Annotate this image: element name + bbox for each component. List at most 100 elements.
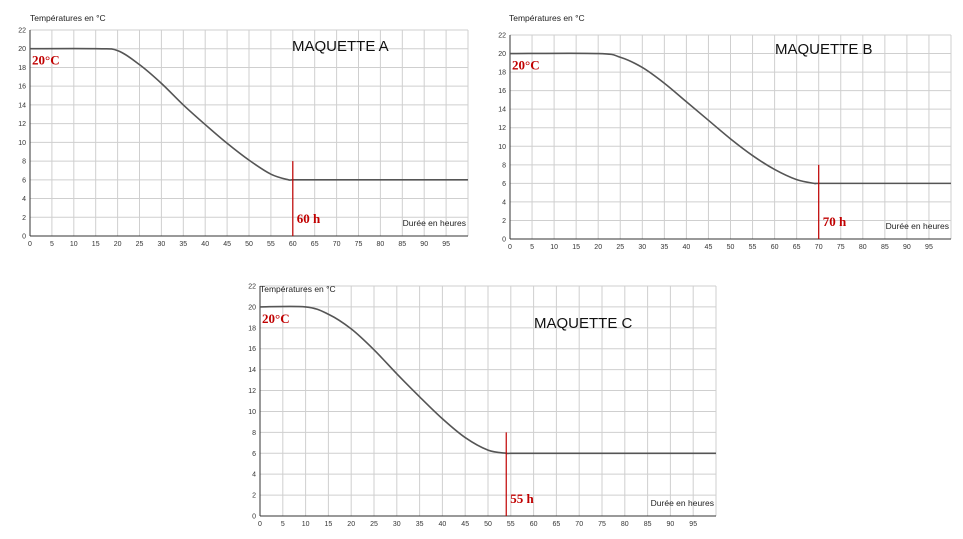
y-tick-label: 12 xyxy=(18,121,26,128)
x-tick-label: 10 xyxy=(550,244,558,251)
x-tick-label: 25 xyxy=(370,521,378,528)
y-tick-label: 22 xyxy=(248,284,256,291)
x-tick-label: 0 xyxy=(28,241,32,248)
y-tick-label: 14 xyxy=(248,367,256,374)
y-axis-title: Températures en °C xyxy=(260,284,336,294)
x-tick-label: 95 xyxy=(442,241,450,248)
chart-svg-a: 0 5 10 15 20 25 30 35 40 45 50 55 60 65 70 75 80 85 90 95 0 2… xyxy=(18,13,469,248)
y-tick-label: 20 xyxy=(18,46,26,53)
x-tick-label: 85 xyxy=(644,521,652,528)
start-temperature-label: 20°C xyxy=(512,58,540,73)
y-tick-label: 18 xyxy=(18,65,26,72)
x-tick-label: 85 xyxy=(881,244,889,251)
x-tick-label: 90 xyxy=(420,241,428,248)
y-tick-label: 0 xyxy=(252,514,256,521)
x-tick-label: 50 xyxy=(245,241,253,248)
y-tick-label: 8 xyxy=(22,159,26,166)
x-tick-label: 5 xyxy=(50,241,54,248)
chart-svg-c: 0 5 10 15 20 25 30 35 40 45 50 55 60 65 70 75 80 85 90 95 0 2… xyxy=(248,284,717,528)
x-tick-label: 0 xyxy=(258,521,262,528)
x-tick-label: 75 xyxy=(837,244,845,251)
duration-label: 60 h xyxy=(297,211,321,226)
y-tick-label: 4 xyxy=(502,199,506,206)
x-tick-label: 60 xyxy=(771,244,779,251)
x-tick-label: 40 xyxy=(201,241,209,248)
x-tick-label: 40 xyxy=(439,521,447,528)
x-tick-label: 20 xyxy=(347,521,355,528)
y-tick-label: 4 xyxy=(22,196,26,203)
x-tick-label: 75 xyxy=(355,241,363,248)
x-tick-label: 50 xyxy=(727,244,735,251)
y-tick-label: 18 xyxy=(248,325,256,332)
x-tick-label: 20 xyxy=(594,244,602,251)
x-tick-label: 15 xyxy=(325,521,333,528)
y-tick-label: 16 xyxy=(18,84,26,91)
chart-panel-b: 0 5 10 15 20 25 30 35 40 45 50 55 60 65 70 75 80 85 90 95 0 2… xyxy=(488,8,958,255)
x-tick-label: 65 xyxy=(553,521,561,528)
x-tick-label: 30 xyxy=(638,244,646,251)
y-tick-label: 22 xyxy=(498,33,506,40)
y-tick-label: 10 xyxy=(498,144,506,151)
x-tick-label: 55 xyxy=(749,244,757,251)
temperature-curve xyxy=(29,47,468,182)
x-tick-label: 15 xyxy=(572,244,580,251)
x-tick-label: 90 xyxy=(903,244,911,251)
y-tick-label: 0 xyxy=(22,234,26,241)
y-tick-label: 8 xyxy=(252,430,256,437)
x-tick-label: 30 xyxy=(393,521,401,528)
y-tick-label: 10 xyxy=(18,140,26,147)
x-tick-label: 75 xyxy=(598,521,606,528)
x-tick-label: 35 xyxy=(416,521,424,528)
chart-title: MAQUETTE A xyxy=(292,38,389,55)
duration-label: 55 h xyxy=(510,491,534,506)
y-tick-label: 22 xyxy=(18,28,26,35)
temperature-curve xyxy=(259,305,716,455)
x-tick-label: 65 xyxy=(793,244,801,251)
x-tick-label: 55 xyxy=(267,241,275,248)
x-tick-label: 5 xyxy=(530,244,534,251)
x-tick-label: 70 xyxy=(815,244,823,251)
x-axis-title: Durée en heures xyxy=(651,498,714,508)
x-tick-label: 50 xyxy=(484,521,492,528)
start-temperature-label: 20°C xyxy=(262,311,290,326)
chart-title: MAQUETTE B xyxy=(775,41,873,58)
y-tick-label: 14 xyxy=(498,107,506,114)
x-tick-label: 5 xyxy=(281,521,285,528)
x-tick-label: 80 xyxy=(377,241,385,248)
x-tick-label: 45 xyxy=(223,241,231,248)
y-tick-label: 12 xyxy=(498,125,506,132)
x-tick-label: 65 xyxy=(311,241,319,248)
y-tick-label: 4 xyxy=(252,472,256,479)
x-tick-label: 25 xyxy=(136,241,144,248)
y-tick-label: 6 xyxy=(22,177,26,184)
y-tick-label: 20 xyxy=(498,51,506,58)
y-tick-label: 12 xyxy=(248,388,256,395)
y-axis-title: Températures en °C xyxy=(30,13,106,23)
duration-label: 70 h xyxy=(823,214,847,229)
y-tick-label: 18 xyxy=(498,70,506,77)
y-tick-label: 6 xyxy=(502,181,506,188)
y-tick-label: 16 xyxy=(248,346,256,353)
x-tick-label: 30 xyxy=(158,241,166,248)
x-tick-label: 85 xyxy=(398,241,406,248)
x-tick-label: 60 xyxy=(289,241,297,248)
x-tick-label: 45 xyxy=(705,244,713,251)
y-tick-label: 14 xyxy=(18,102,26,109)
start-temperature-label: 20°C xyxy=(32,53,60,68)
x-tick-label: 80 xyxy=(859,244,867,251)
x-tick-label: 80 xyxy=(621,521,629,528)
x-tick-label: 45 xyxy=(461,521,469,528)
x-tick-label: 10 xyxy=(70,241,78,248)
temperature-curve xyxy=(509,52,951,185)
y-tick-label: 2 xyxy=(22,215,26,222)
x-tick-label: 20 xyxy=(114,241,122,248)
y-tick-label: 20 xyxy=(248,304,256,311)
x-tick-label: 10 xyxy=(302,521,310,528)
x-tick-label: 15 xyxy=(92,241,100,248)
y-tick-label: 2 xyxy=(252,493,256,500)
chart-panel-c: 0 5 10 15 20 25 30 35 40 45 50 55 60 65 70 75 80 85 90 95 0 2… xyxy=(238,281,718,531)
x-tick-label: 70 xyxy=(575,521,583,528)
y-tick-label: 0 xyxy=(502,237,506,244)
y-tick-label: 2 xyxy=(502,218,506,225)
chart-svg-b: 0 5 10 15 20 25 30 35 40 45 50 55 60 65 70 75 80 85 90 95 0 2… xyxy=(498,13,952,251)
